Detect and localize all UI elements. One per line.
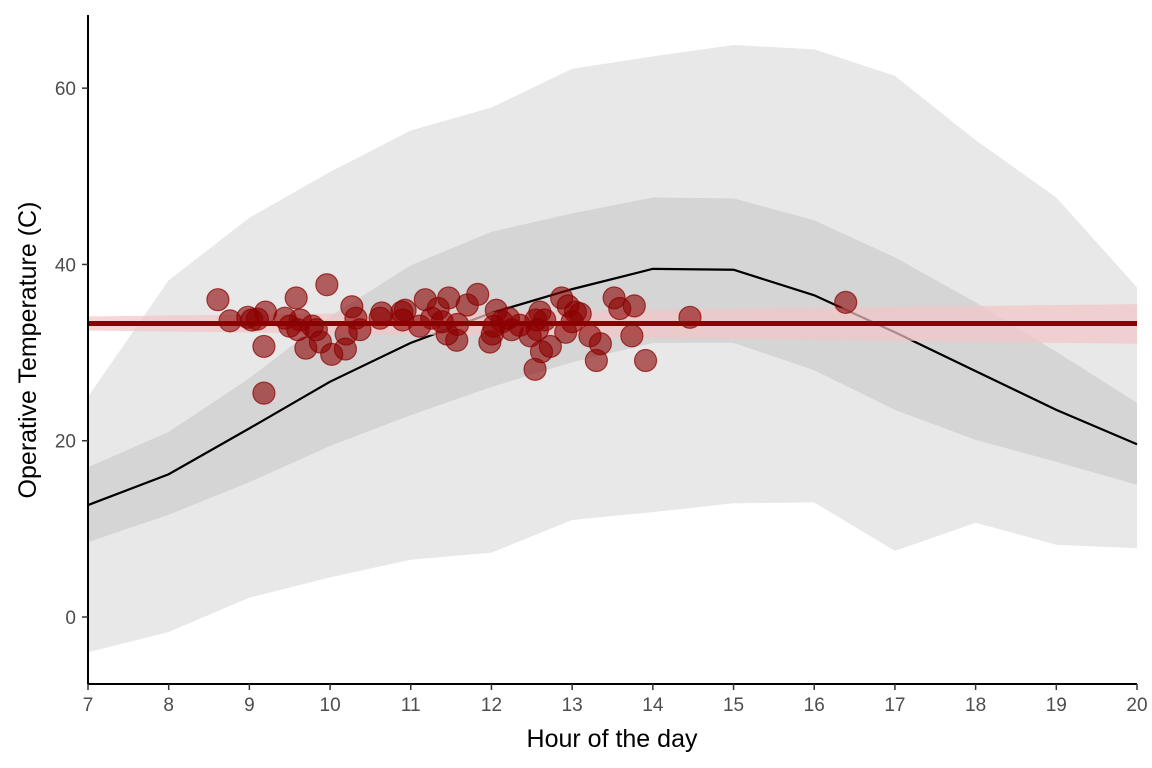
- point: [315, 273, 339, 297]
- point: [284, 286, 308, 310]
- point: [620, 324, 644, 348]
- point: [253, 300, 278, 324]
- x-tick-label: 18: [965, 695, 986, 716]
- point: [538, 334, 562, 359]
- point: [622, 294, 646, 318]
- y-axis-title: Operative Temperature (C): [14, 202, 42, 499]
- ribbon: [88, 197, 1137, 543]
- mean-line: [87, 267, 1138, 507]
- x-tick-label: 11: [401, 695, 421, 716]
- x-tick-label: 19: [1046, 695, 1067, 716]
- y-tick-label: 20: [55, 432, 76, 453]
- point: [252, 381, 276, 405]
- x-tick-label: 20: [1126, 695, 1147, 716]
- point: [834, 290, 858, 314]
- x-axis-title: Hour of the day: [527, 725, 698, 753]
- y-tick-label: 0: [65, 608, 76, 629]
- x-tick-label: 7: [83, 695, 94, 716]
- x-tick-label: 17: [884, 695, 905, 716]
- x-tick-label: 13: [562, 695, 583, 716]
- y-tick-label: 40: [55, 255, 76, 276]
- point: [370, 301, 394, 325]
- point: [206, 288, 230, 312]
- x-tick-label: 8: [163, 695, 174, 716]
- point: [633, 348, 658, 373]
- y-tick-label: 60: [55, 79, 76, 100]
- point: [252, 334, 276, 359]
- x-tick-label: 14: [642, 695, 664, 716]
- x-tick-label: 10: [320, 695, 341, 716]
- x-tick-label: 15: [723, 695, 744, 716]
- point: [466, 282, 490, 307]
- x-tick-label: 12: [481, 695, 502, 716]
- point: [588, 332, 612, 356]
- x-tick-label: 16: [804, 695, 825, 716]
- point: [533, 308, 557, 332]
- x-tick-label: 9: [244, 695, 255, 716]
